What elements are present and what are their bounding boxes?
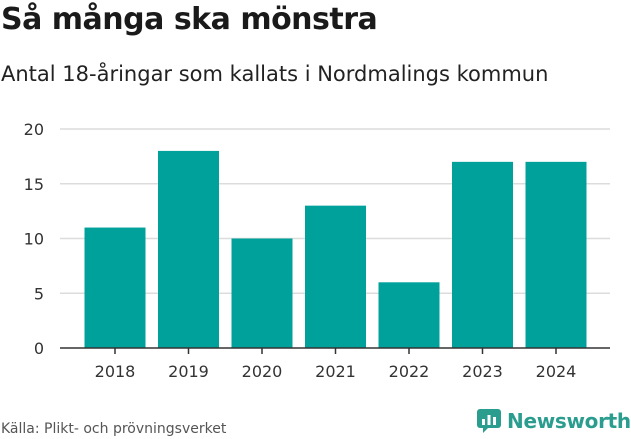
- x-tick-label: 2022: [389, 362, 430, 381]
- x-tick-label: 2019: [168, 362, 209, 381]
- y-tick-label: 10: [24, 230, 44, 249]
- source-note: Källa: Plikt- och prövningsverket: [1, 421, 227, 437]
- newsworthy-logo-text: Newsworthy: [507, 409, 631, 433]
- x-tick-label: 2024: [536, 362, 577, 381]
- bar-2020: [231, 238, 293, 348]
- newsworthy-logo-icon: [477, 409, 501, 433]
- bars: [84, 150, 587, 348]
- x-tick-label: 2020: [242, 362, 283, 381]
- x-axis-tick-labels: 2018 2019 2020 2021 2022 2023 2024: [95, 348, 577, 381]
- bar-chart: 0 5 10 15 20 2018 2019 2020 2021 2022 2023 2024: [24, 120, 610, 381]
- x-tick-label: 2021: [315, 362, 356, 381]
- bar-2022: [378, 282, 440, 348]
- y-tick-label: 0: [34, 339, 44, 358]
- x-tick-label: 2023: [462, 362, 503, 381]
- bar-2024: [525, 161, 587, 348]
- y-tick-label: 20: [24, 120, 44, 139]
- chart-subtitle: Antal 18-åringar som kallats i Nordmalin…: [1, 62, 549, 86]
- y-tick-label: 5: [34, 284, 44, 303]
- y-tick-label: 15: [24, 175, 44, 194]
- x-tick-label: 2018: [95, 362, 136, 381]
- chart-title: Så många ska mönstra: [1, 2, 378, 37]
- y-axis-tick-labels: 0 5 10 15 20: [24, 120, 44, 358]
- bar-2019: [158, 150, 219, 348]
- bar-2021: [305, 205, 366, 348]
- bar-2018: [84, 227, 146, 348]
- bar-2023: [452, 161, 513, 348]
- newsworthy-logo: Newsworthy: [476, 408, 631, 434]
